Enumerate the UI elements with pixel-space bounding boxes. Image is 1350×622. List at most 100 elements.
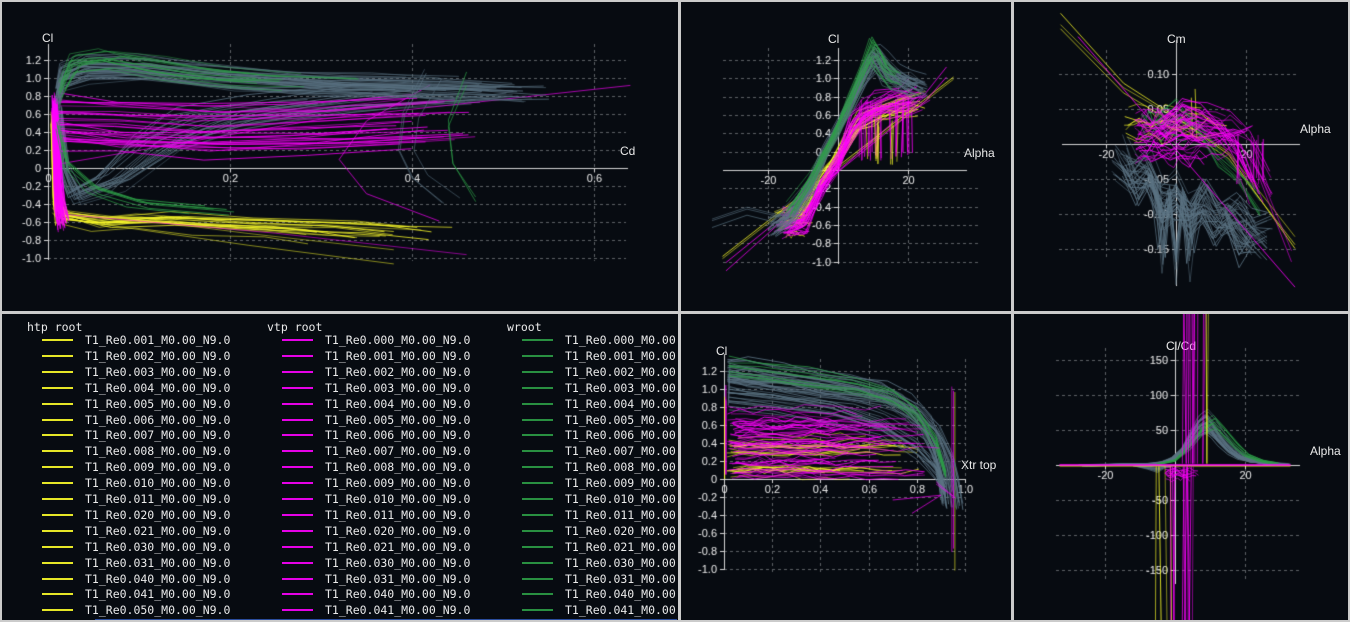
curve-name: T1_Re0.020_M0.00 bbox=[565, 523, 676, 538]
curve-name: T1_Re0.007_M0.00_N9.0 bbox=[325, 444, 471, 459]
legend-item[interactable]: T1_Re0.003_M0.00_N9.0 bbox=[267, 381, 502, 396]
curve-color-swatch-line bbox=[282, 450, 313, 453]
legend-item[interactable]: T1_Re0.002_M0.00 bbox=[507, 365, 678, 380]
legend-item[interactable]: T1_Re0.007_M0.00_N9.0 bbox=[27, 428, 262, 443]
legend-item[interactable]: T1_Re0.030_M0.00_N9.0 bbox=[27, 540, 262, 555]
curve-color-swatch-line bbox=[522, 609, 553, 612]
curve-color-swatch-line bbox=[42, 339, 73, 341]
legend-item[interactable]: T1_Re0.050_M0.00_N9.0 bbox=[27, 603, 262, 618]
curve-name: T1_Re0.005_M0.00 bbox=[565, 412, 676, 427]
legend-item[interactable]: T1_Re0.003_M0.00 bbox=[507, 381, 678, 396]
legend-item[interactable]: T1_Re0.030_M0.00 bbox=[507, 556, 678, 571]
curve-color-swatch-line bbox=[42, 402, 73, 405]
legend-item[interactable]: T1_Re0.004_M0.00 bbox=[507, 397, 678, 412]
curve-color-swatch-line bbox=[282, 402, 313, 405]
legend-item[interactable]: T1_Re0.004_M0.00_N9.0 bbox=[27, 381, 262, 396]
curve-name: T1_Re0.040_M0.00_N9.0 bbox=[85, 571, 231, 586]
legend-item[interactable]: T1_Re0.031_M0.00_N9.0 bbox=[267, 572, 502, 587]
legend-item[interactable]: T1_Re0.010_M0.00_N9.0 bbox=[27, 476, 262, 491]
legend-item[interactable]: T1_Re0.002_M0.00_N9.0 bbox=[27, 349, 262, 364]
curve-name: T1_Re0.021_M0.00 bbox=[565, 539, 676, 554]
curve-name: T1_Re0.010_M0.00_N9.0 bbox=[325, 492, 471, 506]
graph-panel-cl-vs-xtrtop: Cl Xtr top bbox=[681, 314, 1011, 622]
curve-name: T1_Re0.030_M0.00 bbox=[565, 555, 676, 570]
legend-item[interactable]: T1_Re0.004_M0.00_N9.0 bbox=[267, 397, 502, 412]
legend-item[interactable]: T1_Re0.031_M0.00 bbox=[507, 572, 678, 587]
legend-item[interactable]: T1_Re0.007_M0.00 bbox=[507, 444, 678, 459]
legend-item[interactable]: T1_Re0.040_M0.00_N9.0 bbox=[267, 587, 502, 602]
legend-item[interactable]: T1_Re0.031_M0.00_N9.0 bbox=[27, 556, 262, 571]
legend-item[interactable]: T1_Re0.001_M0.00_N9.0 bbox=[27, 333, 262, 348]
legend-item[interactable]: T1_Re0.020_M0.00_N9.0 bbox=[267, 524, 502, 539]
legend-item[interactable]: T1_Re0.041_M0.00_N9.0 bbox=[27, 587, 262, 602]
legend-item[interactable]: T1_Re0.011_M0.00_N9.0 bbox=[267, 508, 502, 523]
legend-item[interactable]: T1_Re0.006_M0.00_N9.0 bbox=[267, 428, 502, 443]
legend-item[interactable]: T1_Re0.020_M0.00 bbox=[507, 524, 678, 539]
curve-name: T1_Re0.003_M0.00_N9.0 bbox=[85, 364, 231, 379]
legend-item[interactable]: T1_Re0.009_M0.00_N9.0 bbox=[27, 460, 262, 475]
legend-item[interactable]: T1_Re0.008_M0.00 bbox=[507, 460, 678, 475]
curve-name: T1_Re0.005_M0.00_N9.0 bbox=[85, 396, 231, 411]
curve-name: T1_Re0.031_M0.00 bbox=[565, 571, 676, 586]
legend-item[interactable]: T1_Re0.040_M0.00 bbox=[507, 587, 678, 602]
legend-item[interactable]: T1_Re0.001_M0.00 bbox=[507, 349, 678, 364]
legend-item[interactable]: T1_Re0.010_M0.00_N9.0 bbox=[267, 492, 502, 507]
legend-item[interactable]: T1_Re0.005_M0.00_N9.0 bbox=[267, 413, 502, 428]
polar-graph-cm-vs-alpha[interactable] bbox=[1014, 2, 1348, 311]
legend-item[interactable]: T1_Re0.011_M0.00 bbox=[507, 508, 678, 523]
polar-graph-cl-vs-xtrtop[interactable] bbox=[681, 314, 1011, 622]
curve-color-swatch-line bbox=[282, 529, 313, 532]
legend-item[interactable]: T1_Re0.000_M0.00 bbox=[507, 333, 678, 348]
curve-name: T1_Re0.003_M0.00 bbox=[565, 380, 676, 395]
legend-item[interactable]: T1_Re0.008_M0.00_N9.0 bbox=[267, 460, 502, 475]
legend-item[interactable]: T1_Re0.011_M0.00_N9.0 bbox=[27, 492, 262, 507]
legend-item[interactable]: T1_Re0.008_M0.00_N9.0 bbox=[27, 444, 262, 459]
legend-item[interactable]: T1_Re0.005_M0.00 bbox=[507, 413, 678, 428]
curve-color-swatch-line bbox=[42, 386, 73, 389]
legend-item[interactable]: T1_Re0.010_M0.00 bbox=[507, 492, 678, 507]
curve-color-swatch-line bbox=[282, 434, 313, 437]
curve-name: T1_Re0.001_M0.00_N9.0 bbox=[325, 348, 471, 363]
legend-item[interactable]: T1_Re0.007_M0.00_N9.0 bbox=[267, 444, 502, 459]
curve-name: T1_Re0.030_M0.00_N9.0 bbox=[325, 555, 471, 570]
curve-name: T1_Re0.007_M0.00_N9.0 bbox=[85, 428, 231, 443]
legend-group-title: vtp root bbox=[267, 320, 323, 334]
curve-color-swatch-line bbox=[42, 513, 73, 516]
legend-item[interactable]: T1_Re0.041_M0.00 bbox=[507, 603, 678, 618]
curve-name: T1_Re0.001_M0.00_N9.0 bbox=[85, 333, 231, 347]
legend-item[interactable]: T1_Re0.030_M0.00_N9.0 bbox=[267, 556, 502, 571]
curve-color-swatch-line bbox=[522, 386, 553, 389]
legend-item[interactable]: T1_Re0.021_M0.00_N9.0 bbox=[27, 524, 262, 539]
curve-color-swatch-line bbox=[42, 577, 73, 580]
legend-item[interactable]: T1_Re0.006_M0.00 bbox=[507, 428, 678, 443]
legend-item[interactable]: T1_Re0.009_M0.00_N9.0 bbox=[267, 476, 502, 491]
legend-item[interactable]: T1_Re0.001_M0.00_N9.0 bbox=[267, 349, 502, 364]
legend-item[interactable]: T1_Re0.002_M0.00_N9.0 bbox=[267, 365, 502, 380]
polar-graph-cl-vs-alpha[interactable] bbox=[681, 2, 1011, 311]
curve-name: T1_Re0.006_M0.00_N9.0 bbox=[85, 412, 231, 427]
curve-color-swatch-line bbox=[42, 466, 73, 469]
legend-item[interactable]: T1_Re0.020_M0.00_N9.0 bbox=[27, 508, 262, 523]
polar-graph-cl-vs-cd[interactable] bbox=[2, 2, 678, 311]
legend-group-title: htp root bbox=[27, 320, 83, 334]
curve-color-swatch-line bbox=[42, 434, 73, 437]
horizontal-panel-divider bbox=[0, 311, 1350, 314]
curve-color-swatch-line bbox=[282, 577, 313, 580]
legend-item[interactable]: T1_Re0.003_M0.00_N9.0 bbox=[27, 365, 262, 380]
legend-item[interactable]: T1_Re0.000_M0.00_N9.0 bbox=[267, 333, 502, 348]
legend-item[interactable]: T1_Re0.006_M0.00_N9.0 bbox=[27, 413, 262, 428]
curve-name: T1_Re0.008_M0.00 bbox=[565, 460, 676, 475]
curve-color-swatch-line bbox=[522, 529, 553, 532]
legend-item[interactable]: T1_Re0.021_M0.00 bbox=[507, 540, 678, 555]
curve-name: T1_Re0.011_M0.00_N9.0 bbox=[85, 492, 231, 506]
legend-item[interactable]: T1_Re0.009_M0.00 bbox=[507, 476, 678, 491]
polar-graph-clcd-vs-alpha[interactable] bbox=[1014, 314, 1348, 622]
legend-item[interactable]: T1_Re0.040_M0.00_N9.0 bbox=[27, 572, 262, 587]
curve-color-swatch-line bbox=[282, 513, 313, 516]
legend-item[interactable]: T1_Re0.041_M0.00_N9.0 bbox=[267, 603, 502, 618]
legend-item[interactable]: T1_Re0.021_M0.00_N9.0 bbox=[267, 540, 502, 555]
graph-panel-cl-vs-cd: Cl Cd bbox=[2, 2, 678, 311]
legend-item[interactable]: T1_Re0.005_M0.00_N9.0 bbox=[27, 397, 262, 412]
legend-group-title: wroot bbox=[507, 320, 542, 334]
